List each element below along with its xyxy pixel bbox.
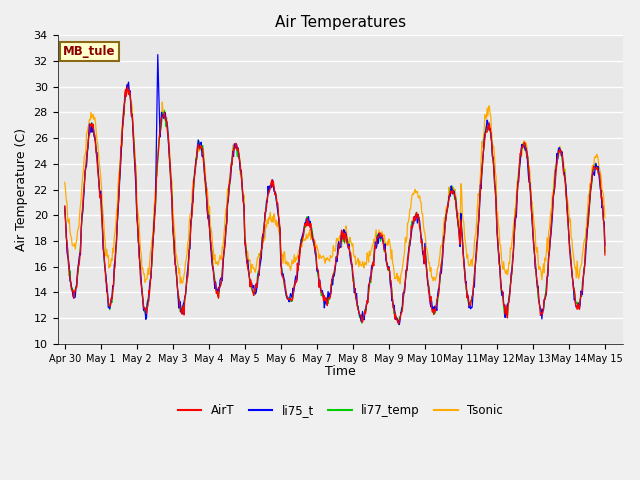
Text: MB_tule: MB_tule bbox=[63, 45, 116, 58]
X-axis label: Time: Time bbox=[325, 365, 356, 378]
Y-axis label: Air Temperature (C): Air Temperature (C) bbox=[15, 128, 28, 251]
Legend: AirT, li75_t, li77_temp, Tsonic: AirT, li75_t, li77_temp, Tsonic bbox=[173, 399, 508, 421]
Title: Air Temperatures: Air Temperatures bbox=[275, 15, 406, 30]
